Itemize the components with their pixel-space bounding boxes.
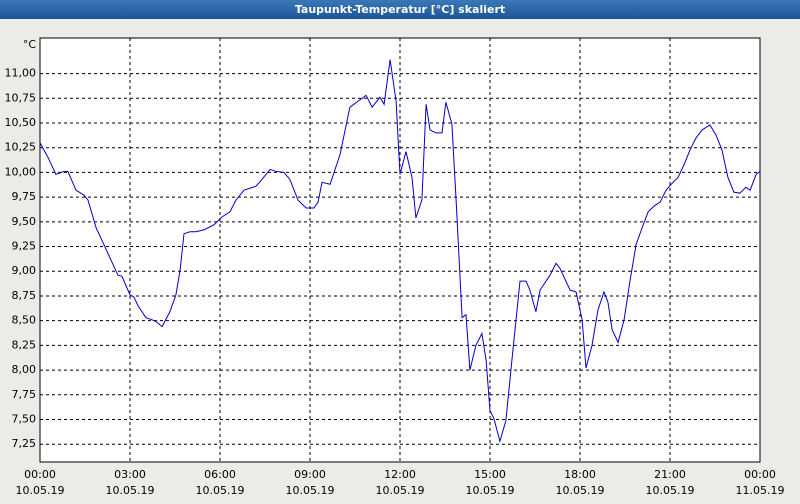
data-line <box>39 59 761 444</box>
x-tick-label: 06:00 10.05.19 <box>196 468 245 497</box>
title-bar <box>0 0 800 19</box>
y-tick-label: 8,00 <box>12 363 37 376</box>
y-tick-label: 7,25 <box>12 437 37 450</box>
y-tick-label: 9,25 <box>12 240 37 253</box>
y-tick-label: 11,00 <box>5 67 37 80</box>
y-tick-label: 10,75 <box>5 91 37 104</box>
x-tick-label: 00:00 10.05.19 <box>16 468 65 497</box>
x-tick-label: 00:00 11.05.19 <box>736 468 785 497</box>
y-tick-label: 7,50 <box>12 413 37 426</box>
y-tick-label: 10,50 <box>5 116 37 129</box>
y-tick-label: 8,25 <box>12 338 37 351</box>
y-tick-label: 8,75 <box>12 289 37 302</box>
y-tick-label: 8,50 <box>12 314 37 327</box>
x-tick-label: 12:00 10.05.19 <box>376 468 425 497</box>
y-axis-label: °C <box>23 38 37 51</box>
chart-title: Taupunkt-Temperatur [°C] skaliert <box>295 3 505 16</box>
y-tick-label: 9,50 <box>12 215 37 228</box>
x-tick-label: 03:00 10.05.19 <box>106 468 155 497</box>
y-tick-label: 9,00 <box>12 264 37 277</box>
x-tick-label: 21:00 10.05.19 <box>646 468 695 497</box>
x-tick-label: 18:00 10.05.19 <box>556 468 605 497</box>
y-tick-label: 10,00 <box>5 165 37 178</box>
y-tick-label: 9,75 <box>12 190 37 203</box>
x-tick-label: 09:00 10.05.19 <box>286 468 335 497</box>
x-tick-label: 15:00 10.05.19 <box>466 468 515 497</box>
y-tick-label: 10,25 <box>5 141 37 154</box>
y-tick-label: 7,75 <box>12 388 37 401</box>
